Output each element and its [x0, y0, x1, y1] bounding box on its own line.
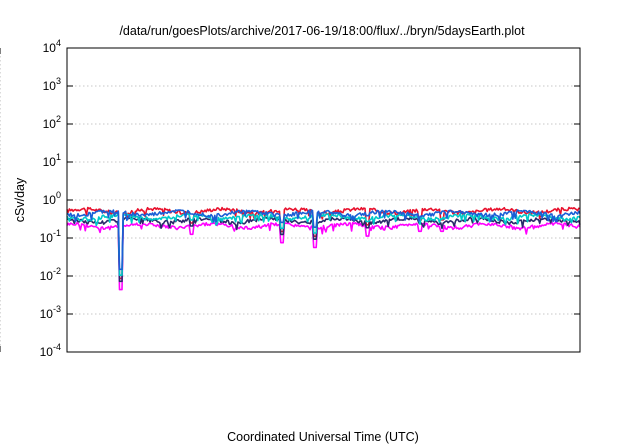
series-line	[66, 221, 581, 291]
y-axis-label: cSv/day	[13, 177, 27, 222]
y-tick-label: 10-1	[40, 228, 61, 245]
series-line	[67, 216, 581, 283]
y-axis: 10-4 10-3 10-2 10-1 100 101 102 103 104	[40, 38, 580, 359]
series-group	[66, 206, 581, 291]
y-tick-label: 10-4	[40, 342, 61, 359]
y-tick-label: 10-2	[40, 266, 61, 283]
y-tick-label: 10-3	[40, 304, 61, 321]
y-tick-label: 103	[43, 76, 61, 93]
x-axis-label: Coordinated Universal Time (UTC)	[227, 430, 419, 444]
series-line	[66, 209, 581, 271]
chart-title: /data/run/goesPlots/archive/2017-06-19/1…	[119, 24, 525, 38]
grid	[0, 48, 580, 352]
y-tick-label: 101	[43, 152, 61, 169]
y-tick-label: 100	[43, 190, 61, 207]
y-tick-label: 102	[43, 114, 61, 131]
series-line	[66, 212, 581, 277]
y-tick-label: 104	[43, 38, 61, 55]
